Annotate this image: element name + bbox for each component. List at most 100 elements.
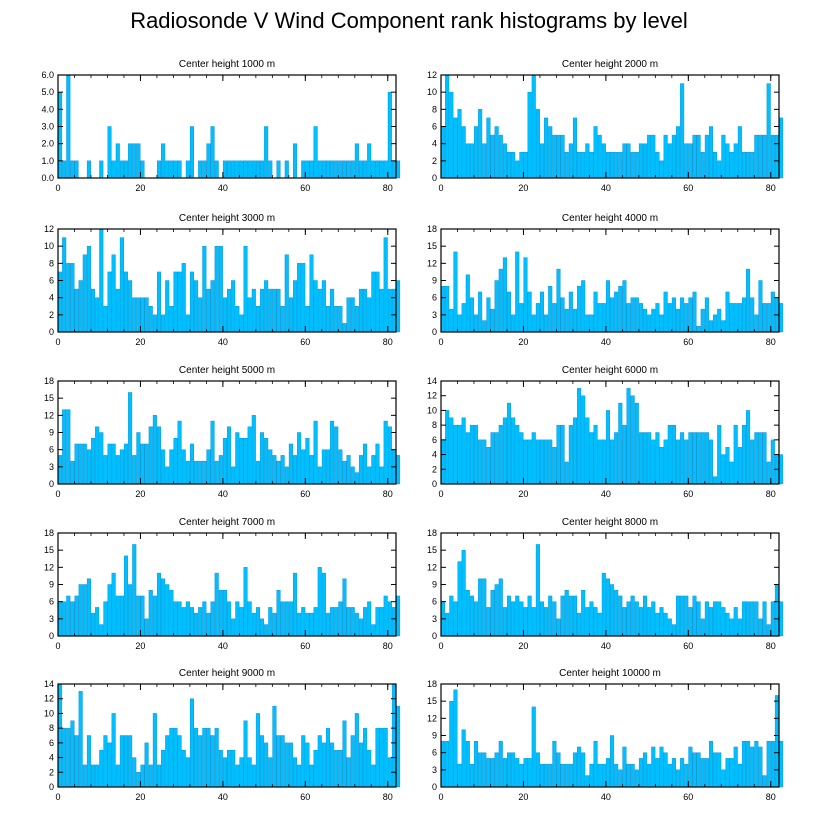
histogram-bar xyxy=(379,160,384,179)
histogram-bar xyxy=(548,126,553,179)
histogram-bar xyxy=(350,466,355,485)
histogram-bar xyxy=(173,160,178,179)
histogram-bar xyxy=(82,254,87,333)
histogram-bar xyxy=(680,297,685,333)
histogram-bar xyxy=(202,727,207,788)
histogram-bar xyxy=(144,297,149,333)
histogram-bar xyxy=(474,314,479,333)
histogram-bar xyxy=(704,297,709,333)
histogram-bar xyxy=(585,314,590,333)
histogram-bar xyxy=(597,134,602,179)
histogram-bar xyxy=(482,320,487,333)
histogram-bar xyxy=(379,466,384,485)
histogram-bar xyxy=(630,595,635,637)
x-tick-label: 60 xyxy=(683,641,693,651)
histogram-bar xyxy=(572,308,577,333)
histogram-bar xyxy=(387,91,392,179)
histogram-bar xyxy=(605,410,610,485)
x-tick-label: 20 xyxy=(518,489,528,499)
histogram-bar xyxy=(494,752,499,788)
histogram-bar xyxy=(325,160,330,179)
histogram-bar xyxy=(560,134,565,179)
histogram-bar xyxy=(305,438,310,485)
y-tick-label: 5.0 xyxy=(41,87,54,97)
histogram-bar xyxy=(140,297,145,333)
histogram-bar xyxy=(358,618,363,637)
histogram-bar xyxy=(152,415,157,485)
x-tick-label: 20 xyxy=(518,641,528,651)
y-tick-label: 8 xyxy=(432,420,437,430)
x-tick-label: 80 xyxy=(383,489,393,499)
histogram-bar xyxy=(396,280,401,333)
histogram-bar xyxy=(358,742,363,788)
histogram-bar xyxy=(519,303,524,333)
y-tick-label: 0 xyxy=(432,173,437,183)
histogram-bar xyxy=(243,438,248,485)
histogram-bar xyxy=(577,152,582,179)
histogram-bar xyxy=(750,297,755,333)
histogram-bar xyxy=(449,417,454,485)
histogram-bar xyxy=(111,254,116,333)
histogram-bar xyxy=(676,308,681,333)
histogram-bar xyxy=(264,742,269,788)
y-tick-label: 12 xyxy=(44,694,54,704)
histogram-panel: Center height 2000 m 0 2 4 6 8 10 12 0 20 40 60 80 xyxy=(427,59,784,193)
histogram-bar xyxy=(173,271,178,333)
histogram-bar xyxy=(239,438,244,485)
histogram-bar xyxy=(486,758,491,788)
histogram-bar xyxy=(737,618,742,637)
histogram-bar xyxy=(202,460,207,485)
histogram-bar xyxy=(515,424,520,485)
histogram-bar xyxy=(638,758,643,788)
histogram-bar xyxy=(70,263,75,333)
histogram-bar xyxy=(568,763,573,788)
histogram-bar xyxy=(297,764,302,788)
histogram-bar xyxy=(478,578,483,637)
x-tick-label: 20 xyxy=(518,337,528,347)
histogram-bar xyxy=(676,439,681,485)
histogram-bar xyxy=(346,455,351,485)
histogram-bar xyxy=(671,297,676,333)
histogram-bar xyxy=(260,735,265,788)
histogram-bar xyxy=(288,742,293,788)
histogram-bar xyxy=(371,271,376,333)
histogram-bar xyxy=(680,83,685,179)
x-tick-label: 20 xyxy=(135,489,145,499)
histogram-bar xyxy=(251,764,256,788)
histogram-bar xyxy=(453,601,458,637)
histogram-bar xyxy=(91,438,96,485)
histogram-bar xyxy=(243,245,248,333)
histogram-bar xyxy=(161,750,166,788)
histogram-bar xyxy=(346,297,351,333)
histogram-bar xyxy=(214,460,219,485)
histogram-bar xyxy=(115,764,120,788)
histogram-bar xyxy=(124,160,129,179)
histogram-bar xyxy=(638,607,643,637)
histogram-bar xyxy=(515,758,520,788)
histogram-bar xyxy=(614,763,619,788)
x-tick-label: 60 xyxy=(683,183,693,193)
histogram-bar xyxy=(614,432,619,485)
histogram-bar xyxy=(264,438,269,485)
histogram-bar xyxy=(396,595,401,637)
x-tick-label: 80 xyxy=(766,337,776,347)
histogram-bar xyxy=(535,109,540,179)
histogram-bar xyxy=(441,741,446,788)
histogram-bar xyxy=(700,618,705,637)
histogram-bar xyxy=(622,143,627,179)
histogram-bar xyxy=(243,160,248,179)
x-tick-label: 0 xyxy=(55,489,60,499)
histogram-bar xyxy=(161,449,166,485)
histogram-bar xyxy=(684,143,689,179)
x-tick-label: 60 xyxy=(683,337,693,347)
histogram-bar xyxy=(293,280,298,333)
histogram-bar xyxy=(185,460,190,485)
histogram-bar xyxy=(251,415,256,485)
histogram-bar xyxy=(268,607,273,637)
y-tick-label: 3.0 xyxy=(41,122,54,132)
histogram-bar xyxy=(498,578,503,637)
histogram-bar xyxy=(507,291,512,333)
histogram-bar xyxy=(124,555,129,637)
histogram-bar xyxy=(704,432,709,485)
histogram-bar xyxy=(733,424,738,485)
